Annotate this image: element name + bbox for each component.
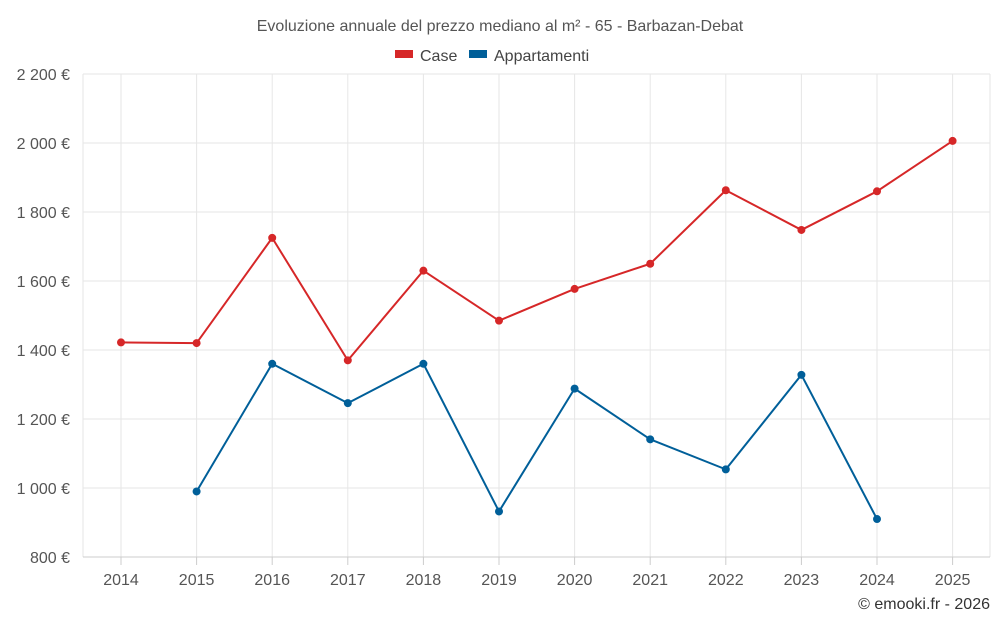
data-point[interactable] xyxy=(570,384,579,393)
data-point[interactable] xyxy=(268,359,277,368)
data-point[interactable] xyxy=(646,435,655,444)
chart-title: Evoluzione annuale del prezzo mediano al… xyxy=(257,18,744,35)
x-axis-ticks: 2014 2015 2016 2017 2018 2019 2020 2021 2022 2023… xyxy=(103,557,970,589)
x-tick-label: 2024 xyxy=(859,572,895,589)
series-case xyxy=(117,136,957,365)
x-tick-label: 2016 xyxy=(254,572,290,589)
credit-text: © emooki.fr - 2026 xyxy=(858,596,990,613)
y-tick-label: 1 200 € xyxy=(17,412,70,429)
x-tick-label: 2018 xyxy=(406,572,442,589)
x-tick-label: 2023 xyxy=(784,572,820,589)
y-tick-label: 2 200 € xyxy=(17,67,70,84)
legend-swatch xyxy=(395,50,413,58)
data-point[interactable] xyxy=(721,465,730,474)
x-tick-label: 2021 xyxy=(632,572,668,589)
series-line xyxy=(195,362,878,520)
data-point[interactable] xyxy=(873,187,881,196)
data-point[interactable] xyxy=(948,136,957,145)
data-point[interactable] xyxy=(495,316,503,325)
data-point[interactable] xyxy=(646,259,655,268)
x-gridlines xyxy=(82,74,991,557)
data-point[interactable] xyxy=(343,356,352,365)
legend-label[interactable]: Case xyxy=(420,48,457,65)
x-tick-label: 2014 xyxy=(103,572,139,589)
data-point[interactable] xyxy=(721,186,730,195)
x-tick-label: 2015 xyxy=(179,572,215,589)
data-point[interactable] xyxy=(797,370,806,379)
x-tick-label: 2025 xyxy=(935,572,971,589)
data-point[interactable] xyxy=(192,487,201,496)
y-gridlines xyxy=(83,73,990,489)
y-tick-label: 800 € xyxy=(30,550,70,567)
data-point[interactable] xyxy=(495,507,503,516)
data-point[interactable] xyxy=(797,225,806,234)
data-point[interactable] xyxy=(419,266,428,275)
data-point[interactable] xyxy=(873,515,881,524)
y-axis-ticks: 800 € 1 000 € 1 200 € 1 400 € 1 600 € 1 800 €… xyxy=(17,67,70,567)
y-tick-label: 2 000 € xyxy=(17,136,70,153)
y-tick-label: 1 800 € xyxy=(17,205,70,222)
series-appartamenti xyxy=(192,359,881,524)
legend-label[interactable]: Appartamenti xyxy=(494,48,589,65)
data-point[interactable] xyxy=(117,338,125,347)
x-tick-label: 2022 xyxy=(708,572,744,589)
y-tick-label: 1 400 € xyxy=(17,343,70,360)
y-tick-label: 1 000 € xyxy=(17,481,70,498)
legend-swatch xyxy=(469,50,487,58)
series-layer xyxy=(117,136,957,524)
x-tick-label: 2020 xyxy=(557,572,593,589)
legend: Case Appartamenti xyxy=(395,48,589,65)
y-tick-label: 1 600 € xyxy=(17,274,70,291)
data-point[interactable] xyxy=(419,359,428,368)
data-point[interactable] xyxy=(192,339,201,348)
x-tick-label: 2017 xyxy=(330,572,366,589)
data-point[interactable] xyxy=(343,399,352,408)
data-point[interactable] xyxy=(268,233,277,242)
data-point[interactable] xyxy=(570,284,579,293)
x-tick-label: 2019 xyxy=(481,572,517,589)
series-line xyxy=(120,140,954,362)
